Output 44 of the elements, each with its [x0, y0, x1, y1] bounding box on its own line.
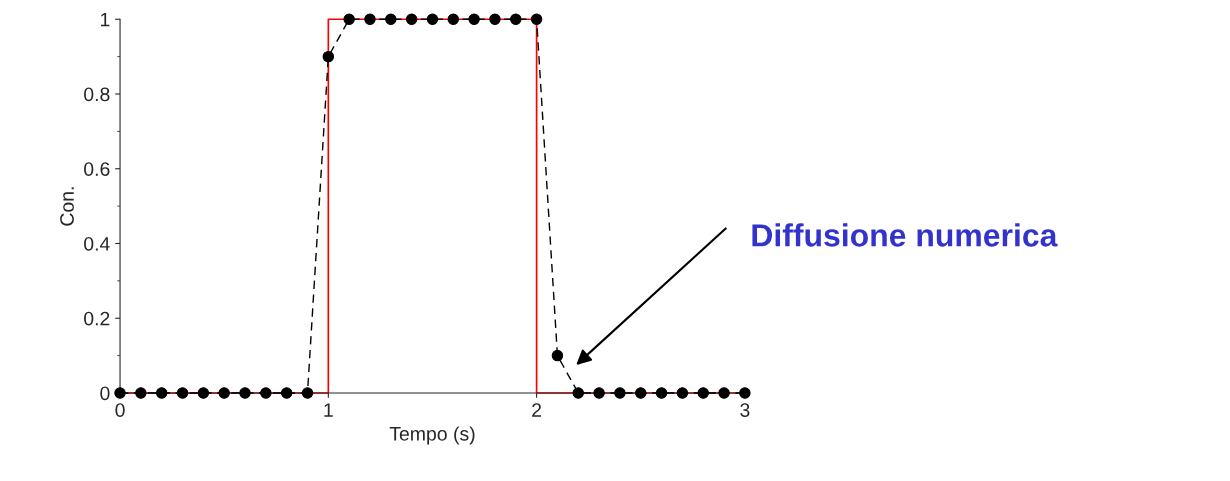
- y-tick-label: 0.6: [84, 162, 110, 176]
- point: [468, 13, 480, 25]
- x-tick-label: 3: [740, 403, 750, 417]
- point: [322, 50, 335, 63]
- point: [176, 387, 189, 399]
- point: [197, 387, 210, 399]
- x-tick-label: 1: [324, 403, 333, 417]
- y-tick-label: 0: [100, 386, 110, 401]
- point: [239, 387, 251, 399]
- point: [280, 387, 293, 399]
- point: [655, 387, 668, 399]
- point: [697, 387, 709, 399]
- y-tick-label: 0.4: [84, 236, 110, 251]
- point: [426, 13, 439, 25]
- point: [739, 387, 751, 399]
- x-tick-label: 2: [532, 403, 542, 417]
- point: [114, 387, 126, 399]
- y-axis-title: Con.: [60, 187, 74, 226]
- point: [447, 13, 460, 25]
- point: [718, 387, 730, 399]
- point: [343, 13, 355, 25]
- y-tick-label: 1: [101, 12, 110, 27]
- point: [218, 387, 230, 399]
- x-axis-title: Tempo (s): [389, 426, 475, 445]
- point: [135, 387, 147, 399]
- x-tick-label: 0: [115, 403, 125, 417]
- point: [364, 13, 376, 25]
- point: [614, 387, 626, 399]
- y-tick-label: 0.8: [84, 87, 110, 102]
- point: [489, 13, 501, 25]
- point: [530, 13, 543, 25]
- point: [676, 387, 689, 399]
- point: [510, 13, 522, 25]
- point: [635, 387, 647, 399]
- point: [260, 387, 272, 399]
- point: [385, 13, 397, 25]
- point: [155, 387, 168, 399]
- y-tick-label: 0.2: [84, 311, 110, 326]
- point: [593, 387, 605, 399]
- point: [551, 349, 564, 362]
- point: [405, 13, 418, 25]
- point: [301, 387, 314, 399]
- text: Diffusione numerica: [752, 223, 1058, 247]
- point: [572, 387, 584, 399]
